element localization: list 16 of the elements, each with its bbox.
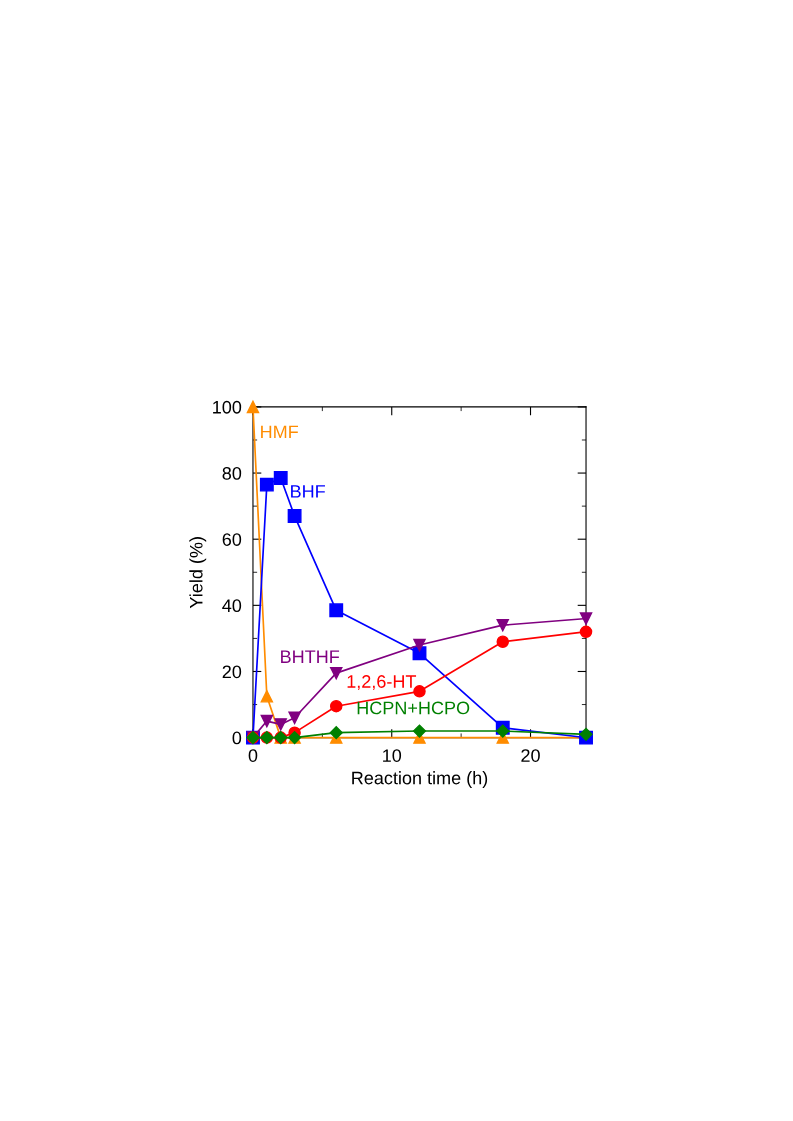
x-tick-label: 10 [383, 749, 402, 762]
series-label: 1,2,6-HT [347, 675, 417, 691]
series-label: HCPN+HCPO [357, 701, 470, 715]
y-tick-label: 0 [232, 731, 242, 745]
x-tick-label: 0 [248, 749, 258, 762]
x-axis-title: Reaction time (h) [352, 771, 488, 788]
y-tick-label: 40 [222, 599, 242, 613]
y-tick-label: 100 [213, 400, 242, 414]
series-label: BHF [291, 485, 325, 498]
y-tick-label: 60 [222, 533, 242, 546]
y-axis-title: Yield (%) [189, 537, 207, 609]
y-tick-label: 80 [222, 467, 242, 480]
y-tick-label: 20 [222, 665, 242, 679]
series-label: BHTHF [281, 650, 340, 663]
series-label: HMF [261, 425, 299, 439]
x-tick-label: 20 [521, 749, 540, 762]
